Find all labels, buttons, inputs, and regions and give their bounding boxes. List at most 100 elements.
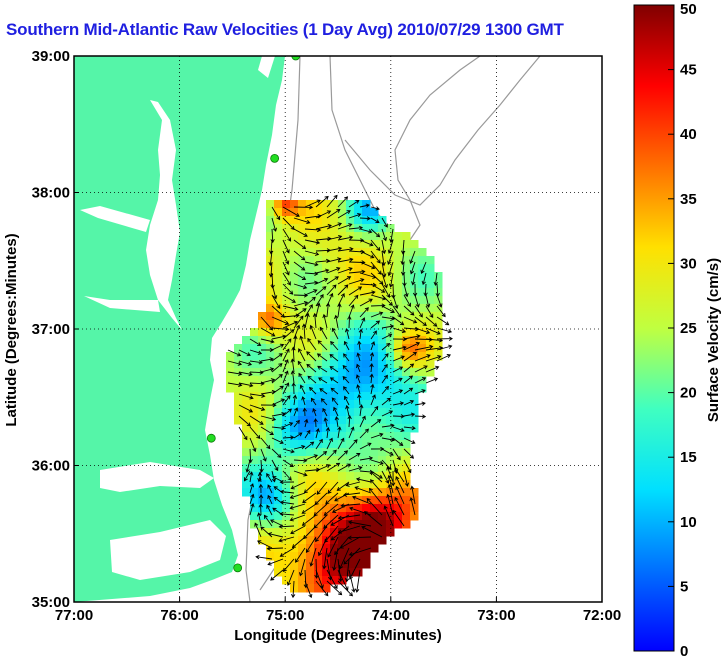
velocity-cell (322, 376, 331, 385)
velocity-cell (290, 504, 299, 513)
velocity-arrow (342, 376, 350, 384)
velocity-arrow (403, 363, 415, 373)
velocity-arrow (359, 239, 374, 247)
velocity-cell (274, 344, 283, 353)
velocity-cell (394, 424, 403, 433)
velocity-arrow (243, 470, 251, 482)
velocity-arrow (320, 398, 328, 406)
velocity-cell (306, 544, 315, 553)
velocity-cell (314, 464, 323, 473)
velocity-cell (234, 416, 243, 425)
velocity-arrow (366, 497, 383, 516)
velocity-arrow (337, 257, 354, 263)
velocity-cell (290, 384, 299, 393)
velocity-cell (258, 408, 267, 417)
velocity-cell (354, 336, 363, 345)
velocity-cell (338, 520, 347, 529)
velocity-cell (386, 328, 395, 337)
velocity-cell (346, 208, 355, 217)
velocity-cell (370, 256, 379, 265)
velocity-arrow (293, 261, 306, 271)
velocity-cell (314, 440, 323, 449)
velocity-cell (394, 288, 403, 297)
radar-station-marker (270, 153, 280, 163)
velocity-cell (394, 440, 403, 449)
velocity-cell (290, 584, 299, 593)
velocity-cell (394, 232, 403, 241)
x-tick-label: 76:00 (160, 607, 198, 624)
velocity-cell (258, 520, 267, 529)
velocity-arrow (381, 385, 389, 395)
velocity-cell (314, 288, 323, 297)
velocity-arrow (394, 496, 405, 516)
velocity-cell (386, 400, 395, 409)
velocity-cell (354, 240, 363, 249)
velocity-cell (282, 504, 291, 513)
velocity-arrow (359, 415, 366, 428)
velocity-cell (362, 392, 371, 401)
velocity-cell (418, 272, 427, 281)
velocity-cell (378, 264, 387, 273)
velocity-cell (298, 432, 307, 441)
velocity-arrow (259, 459, 264, 473)
velocity-arrow (392, 401, 405, 406)
velocity-arrow (227, 360, 243, 366)
velocity-cell (362, 552, 371, 561)
velocity-arrow (333, 406, 339, 417)
velocity-arrow (370, 446, 385, 452)
velocity-cell (298, 544, 307, 553)
velocity-cell (346, 248, 355, 257)
velocity-cell (250, 376, 259, 385)
velocity-cell (250, 448, 259, 457)
velocity-cell (354, 528, 363, 537)
velocity-cell (418, 384, 427, 393)
velocity-cell (402, 376, 411, 385)
velocity-arrow (282, 206, 300, 217)
velocity-arrow (334, 314, 339, 329)
velocity-cell (266, 424, 275, 433)
velocity-cell (386, 456, 395, 465)
velocity-cell (282, 296, 291, 305)
velocity-arrow (290, 525, 306, 535)
velocity-arrow (315, 286, 327, 296)
velocity-arrow (345, 404, 350, 417)
delaware-bay (258, 56, 275, 78)
velocity-cell (394, 328, 403, 337)
velocity-cell (378, 408, 387, 417)
velocity-cell (322, 528, 331, 537)
velocity-cell (346, 376, 355, 385)
velocity-cell (378, 272, 387, 281)
velocity-arrow (403, 341, 421, 351)
velocity-arrow (359, 290, 376, 296)
velocity-cell (362, 544, 371, 553)
velocity-cell (402, 512, 411, 521)
velocity-cell (402, 272, 411, 281)
velocity-cell (266, 384, 275, 393)
velocity-arrow (304, 580, 313, 599)
velocity-arrow (326, 246, 343, 252)
velocity-cell (338, 328, 347, 337)
velocity-cell (362, 272, 371, 281)
velocity-cell (386, 224, 395, 233)
velocity-cell (330, 496, 339, 505)
velocity-cell (354, 344, 363, 353)
velocity-arrow (315, 210, 332, 219)
velocity-arrow (282, 370, 289, 384)
velocity-cell (242, 440, 251, 449)
velocity-arrow (293, 300, 309, 307)
velocity-cell (378, 432, 387, 441)
velocity-arrow (348, 304, 355, 318)
velocity-cell (290, 472, 299, 481)
velocity-arrow (317, 536, 328, 557)
velocity-arrow (370, 432, 384, 439)
velocity-cell (314, 432, 323, 441)
velocity-arrow (317, 340, 328, 351)
velocity-cell (266, 488, 275, 497)
velocity-cell (362, 208, 371, 217)
velocity-arrow (348, 212, 362, 219)
velocity-arrow (358, 328, 364, 340)
velocity-arrow (403, 305, 415, 316)
y-tick-label: 39:00 (32, 48, 70, 65)
velocity-cell (346, 384, 355, 393)
colorbar-ticks: 0 5 10 15 20 25 30 35 40 45 50 (668, 1, 697, 659)
